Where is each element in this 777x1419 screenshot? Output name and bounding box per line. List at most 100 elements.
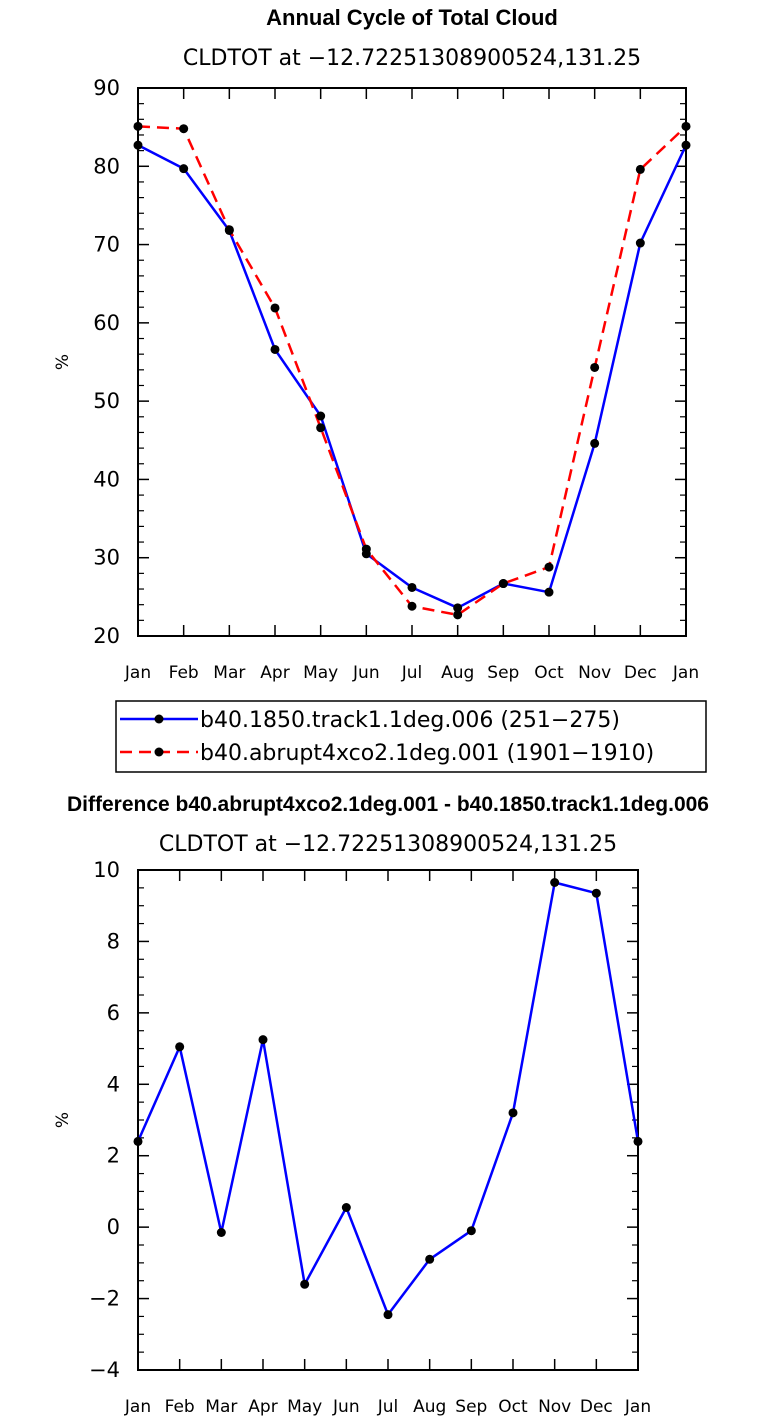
chart1-data-point (224, 225, 234, 235)
legend-marker-4xco2 (154, 747, 164, 757)
legend-box (115, 700, 707, 773)
chart2-x-tick-label: Feb (165, 1397, 195, 1417)
chart1-x-tick-label: Sep (487, 663, 519, 683)
chart1-data-point (179, 164, 189, 174)
chart1-data-point (635, 238, 645, 248)
chart2-x-tick-label: Jul (377, 1397, 399, 1417)
chart1-x-tick-label: Jan (124, 663, 151, 683)
chart1-y-tick-label: 60 (93, 311, 120, 335)
chart1-plot-frame (137, 87, 687, 637)
chart2-y-axis-label: % (53, 1112, 73, 1128)
chart2-plot-frame (137, 869, 639, 1371)
chart1-y-tick-label: 20 (93, 624, 120, 648)
chart1-subtitle: CLDTOT at −12.72251308900524,131.25 (183, 46, 641, 71)
chart1-x-tick-label: Jul (401, 663, 423, 683)
chart2-data-point (591, 888, 601, 898)
chart2-x-tick-label: Oct (498, 1397, 528, 1417)
chart2-y-tick-label: 8 (107, 929, 120, 953)
chart1-data-point (681, 121, 691, 131)
chart1-data-point (635, 164, 645, 174)
chart2-series-layer (133, 878, 643, 1320)
chart1-data-point (544, 562, 554, 572)
legend-label-4xco2: b40.abrupt4xco2.1deg.001 (1901−1910) (200, 741, 654, 766)
chart2-axis-ticks: Jan Feb Mar Apr May Jun Jul Aug Sep Oct Nov Dec Jan−… (89, 858, 651, 1417)
chart1-x-tick-label: Dec (624, 663, 657, 683)
chart1-y-tick-label: 50 (93, 389, 120, 413)
chart1-x-tick-label: Jan (672, 663, 699, 683)
chart2-data-point (216, 1228, 226, 1237)
chart1-x-tick-label: May (303, 663, 338, 683)
chart2-x-tick-label: May (287, 1397, 322, 1417)
chart1-legend: b40.1850.track1.1deg.006 (251−275) b40.a… (115, 700, 707, 773)
chart1-series-line-1 (137, 125, 687, 617)
chart2-y-tick-label: −4 (89, 1358, 120, 1382)
chart2-y-tick-label: 0 (107, 1215, 120, 1239)
chart2-y-tick-label: 6 (107, 1001, 120, 1025)
chart2-data-point (550, 878, 560, 887)
chart1-x-tick-label: Mar (213, 663, 245, 683)
chart2-data-point (341, 1203, 351, 1212)
chart1-y-tick-label: 30 (93, 546, 120, 570)
chart1-data-point (590, 438, 600, 448)
chart2-data-point (300, 1279, 310, 1289)
chart2-x-tick-label: Dec (580, 1397, 613, 1417)
chart1-data-point (133, 140, 143, 150)
chart1-series-layer (133, 121, 691, 620)
chart1-y-tick-label: 40 (93, 467, 120, 491)
chart1-y-tick-label: 90 (93, 76, 120, 100)
chart1-x-tick-label: Jun (352, 663, 380, 683)
chart1-x-tick-label: Feb (169, 663, 199, 683)
chart2-data-point (383, 1310, 393, 1320)
chart1-data-point (498, 579, 508, 589)
chart2-data-point (466, 1226, 476, 1236)
chart1-data-point (407, 601, 417, 611)
chart2-x-tick-label: Aug (413, 1397, 446, 1417)
chart2-x-tick-label: Jan (624, 1397, 651, 1417)
chart1-x-tick-label: Aug (441, 663, 474, 683)
chart2-data-point (175, 1042, 185, 1052)
chart2-x-tick-label: Mar (205, 1397, 237, 1417)
chart1-title: Annual Cycle of Total Cloud (266, 5, 558, 30)
chart2-subtitle: CLDTOT at −12.72251308900524,131.25 (159, 832, 617, 857)
chart1-x-tick-label: Apr (260, 663, 289, 683)
chart2-x-tick-label: Nov (538, 1397, 571, 1417)
chart2-x-tick-label: Jan (124, 1397, 151, 1417)
chart2-series-line-0 (136, 881, 640, 1316)
chart1-data-point (270, 344, 280, 354)
legend-marker-control (154, 714, 164, 724)
chart1-data-point (453, 603, 463, 613)
chart1-data-point (133, 121, 143, 131)
chart2-data-point (425, 1254, 435, 1264)
chart2-x-tick-label: Sep (455, 1397, 487, 1417)
chart2-title: Difference b40.abrupt4xco2.1deg.001 - b4… (67, 793, 709, 816)
chart1-data-point (453, 610, 463, 620)
chart2-data-point (508, 1108, 518, 1118)
chart1-data-point (316, 411, 326, 421)
chart2-y-tick-label: 2 (107, 1144, 120, 1168)
chart2-data-point (633, 1136, 643, 1146)
chart1-y-tick-label: 80 (93, 154, 120, 178)
chart1-data-point (361, 544, 371, 554)
chart1-data-point (270, 303, 280, 313)
chart1-data-point (681, 140, 691, 150)
chart2-x-tick-label: Apr (248, 1397, 277, 1417)
chart1-y-tick-label: 70 (93, 233, 120, 257)
chart1-x-tick-label: Oct (534, 663, 564, 683)
chart1-data-point (544, 587, 554, 597)
chart1-data-point (316, 423, 326, 433)
chart2-y-tick-label: 4 (107, 1072, 120, 1096)
chart2-data-point (133, 1136, 143, 1146)
chart-difference: Difference b40.abrupt4xco2.1deg.001 - b4… (53, 793, 709, 1417)
chart2-data-point (258, 1035, 268, 1045)
legend-label-control: b40.1850.track1.1deg.006 (251−275) (200, 708, 620, 733)
chart1-data-point (407, 582, 417, 592)
chart2-x-tick-label: Jun (332, 1397, 360, 1417)
chart1-series-line-0 (137, 143, 688, 610)
chart2-y-tick-label: 10 (93, 858, 120, 882)
chart1-data-point (590, 362, 600, 372)
chart1-data-point (179, 124, 189, 134)
chart-annual-cycle: Annual Cycle of Total Cloud CLDTOT at −1… (53, 5, 707, 773)
chart1-x-tick-label: Nov (578, 663, 611, 683)
chart1-y-axis-label: % (53, 354, 73, 370)
